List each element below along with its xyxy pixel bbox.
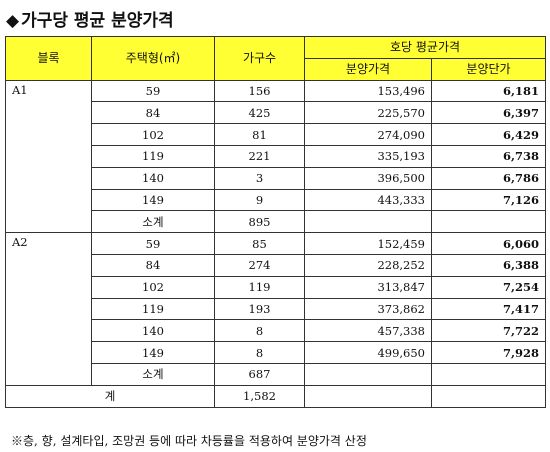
cell-price: 225,570 [304,101,432,125]
cell-households: 221 [214,144,305,168]
header-price: 분양가격 [304,57,432,81]
cell-unit-price: 7,126 [431,188,546,212]
cell-price: 373,862 [304,297,432,321]
table-row: A1 59 156 153,496 6,181 [5,79,546,234]
table-row: 102 81 274,090 6,429 [6,123,546,146]
cell-type: 149 [91,188,215,212]
subtotal-label: 소계 [91,210,215,234]
cell-price: 152,459 [304,232,432,255]
cell-unit-price: 7,722 [431,319,546,343]
cell-price: 396,500 [304,166,432,190]
cell-unit-price: 7,928 [431,341,546,364]
cell-price: 443,333 [304,188,432,212]
table-row: 140 8 457,338 7,722 [6,319,546,343]
header-row: 블록 주택형(㎡) 가구수 호당 평균가격 [5,36,546,81]
subtotal-row: 소계 895 [6,210,546,234]
total-value: 1,582 [214,384,305,408]
title-text: 가구당 평균 분양가격 [21,11,174,31]
cell-price: 313,847 [304,275,432,299]
subtotal-price-empty [304,362,432,386]
cell-type: 149 [91,341,215,364]
cell-households: 425 [214,101,305,125]
cell-type: 102 [91,275,215,299]
cell-price: 499,650 [304,341,432,364]
cell-type: 59 [91,79,215,103]
cell-unit-price: 6,060 [431,232,546,255]
header-subrow: 분양가격 분양단가 [6,57,546,81]
cell-type: 119 [91,144,215,168]
cell-unit-price: 6,397 [431,101,546,125]
cell-unit-price: 6,786 [431,166,546,190]
table-row: 140 3 396,500 6,786 [6,166,546,190]
cell-unit-price: 7,254 [431,275,546,299]
subtotal-value: 895 [214,210,305,234]
cell-households: 85 [214,232,305,255]
cell-type: 140 [91,319,215,343]
table-row: A2 59 85 152,459 6,060 [5,232,546,386]
cell-price: 457,338 [304,319,432,343]
cell-households: 156 [214,79,305,103]
table-row: 84 425 225,570 6,397 [6,101,546,125]
header-avg-group: 호당 평균가격 [304,36,546,59]
diamond-icon: ◆ [6,11,20,31]
cell-households: 119 [214,275,305,299]
page-title: ◆ 가구당 평균 분양가격 [6,6,174,31]
cell-households: 193 [214,297,305,321]
block-name: A1 [5,79,92,234]
header-unit-price: 분양단가 [431,57,546,81]
table-row: 102 119 313,847 7,254 [6,275,546,299]
cell-households: 8 [214,319,305,343]
header-households: 가구수 [214,36,305,81]
price-table: 블록 주택형(㎡) 가구수 호당 평균가격 분양가격 분양단가 A1 59 156 1… [5,36,546,408]
cell-households: 9 [214,188,305,212]
table-body: A1 59 156 153,496 6,181 84 425 225,570 6,397 102 8… [5,79,546,386]
cell-type: 102 [91,123,215,146]
total-price-empty [304,384,432,408]
cell-price: 274,090 [304,123,432,146]
cell-type: 119 [91,297,215,321]
cell-type: 84 [91,101,215,125]
cell-unit-price: 6,181 [431,79,546,103]
cell-type: 140 [91,166,215,190]
total-unit-empty [431,384,546,408]
cell-households: 8 [214,341,305,364]
cell-price: 335,193 [304,144,432,168]
total-row: 계 1,582 [5,384,546,408]
subtotal-unit-empty [431,210,546,234]
cell-unit-price: 7,417 [431,297,546,321]
cell-price: 228,252 [304,253,432,277]
cell-unit-price: 6,738 [431,144,546,168]
cell-unit-price: 6,388 [431,253,546,277]
cell-households: 274 [214,253,305,277]
block-name: A2 [5,232,92,386]
cell-households: 81 [214,123,305,146]
cell-type: 59 [91,232,215,255]
total-label: 계 [5,384,215,408]
subtotal-price-empty [304,210,432,234]
cell-price: 153,496 [304,79,432,103]
subtotal-label: 소계 [91,362,215,386]
subtotal-unit-empty [431,362,546,386]
cell-unit-price: 6,429 [431,123,546,146]
header-type: 주택형(㎡) [91,36,215,81]
cell-type: 84 [91,253,215,277]
footnote: ※층, 향, 설계타입, 조망권 등에 따라 차등률을 적용하여 분양가격 산정 [11,434,367,448]
header-block: 블록 [5,36,92,81]
subtotal-value: 687 [214,362,305,386]
cell-households: 3 [214,166,305,190]
